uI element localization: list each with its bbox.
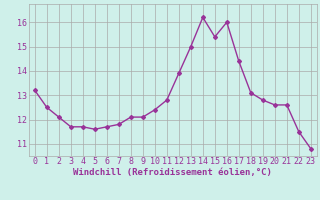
X-axis label: Windchill (Refroidissement éolien,°C): Windchill (Refroidissement éolien,°C): [73, 168, 272, 177]
